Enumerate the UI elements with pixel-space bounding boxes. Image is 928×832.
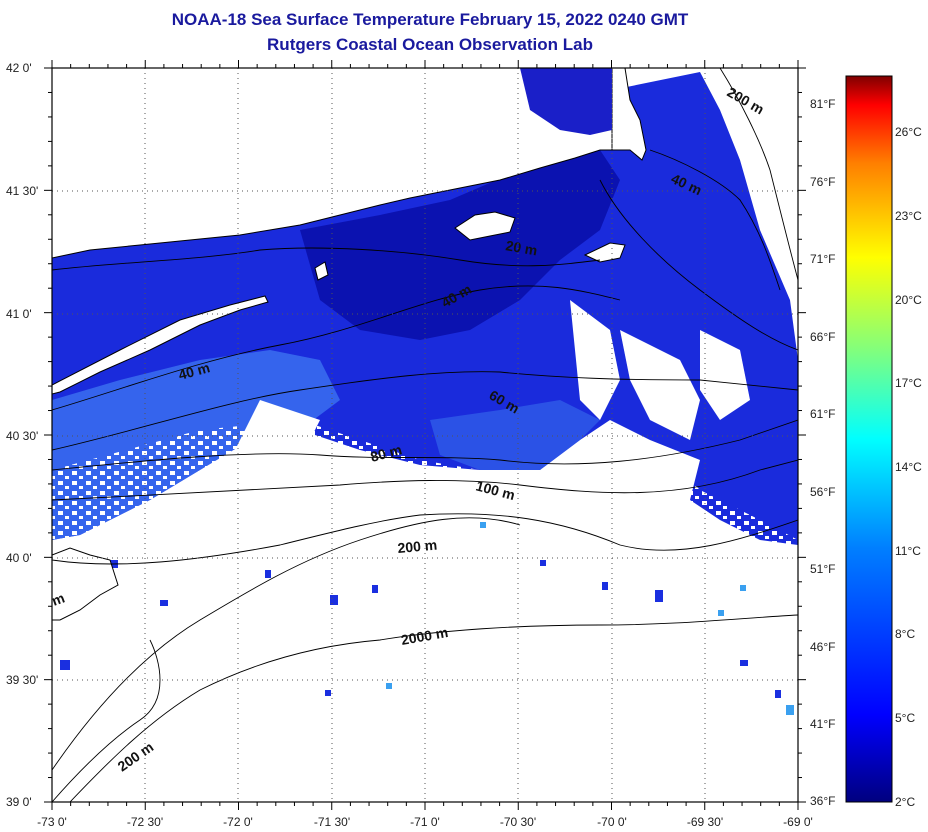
- lat-label: 39 30': [6, 673, 38, 687]
- lon-label: -72 0': [223, 815, 253, 829]
- fahrenheit-label: 61°F: [810, 407, 835, 421]
- lat-label: 40 30': [6, 429, 38, 443]
- celsius-label: 11°C: [895, 544, 921, 558]
- sst-data-warmer: [430, 400, 600, 470]
- cape-cod-bay: [520, 68, 612, 135]
- fahrenheit-label: 56°F: [810, 485, 835, 499]
- contour-label: 80 m: [369, 441, 404, 465]
- celsius-label: 20°C: [895, 293, 922, 307]
- contour-label: 200 m: [397, 537, 438, 556]
- celsius-label: 5°C: [895, 711, 915, 725]
- colorbar: [845, 75, 893, 803]
- cloud-gap: [700, 330, 750, 420]
- fahrenheit-label: 76°F: [810, 175, 835, 189]
- block-island: [314, 261, 329, 281]
- fahrenheit-label: 46°F: [810, 640, 835, 654]
- lon-label: -69 30': [687, 815, 723, 829]
- celsius-label: 2°C: [895, 795, 915, 809]
- lon-label: -70 30': [500, 815, 536, 829]
- map-subtitle: Rutgers Coastal Ocean Observation Lab: [267, 35, 593, 54]
- fahrenheit-label: 66°F: [810, 330, 835, 344]
- lon-label: -72 30': [127, 815, 163, 829]
- fahrenheit-label: 36°F: [810, 794, 835, 808]
- lon-label: -73 0': [37, 815, 67, 829]
- lat-label: 40 0': [6, 551, 32, 565]
- celsius-label: 26°C: [895, 125, 922, 139]
- map-title: NOAA-18 Sea Surface Temperature February…: [171, 10, 689, 29]
- cape-cod: [611, 68, 647, 161]
- celsius-label: 17°C: [895, 376, 922, 390]
- long-island: [52, 295, 269, 395]
- new-jersey-coast: [52, 547, 119, 621]
- sst-data-deep: [300, 150, 620, 340]
- celsius-label: 14°C: [895, 460, 922, 474]
- marthas-vineyard: [454, 211, 516, 241]
- lat-label: 39 0': [6, 795, 32, 809]
- lat-label: 42 0': [6, 61, 32, 75]
- contour-label: 20 m: [504, 237, 538, 258]
- cloud-gap: [620, 330, 700, 440]
- fahrenheit-label: 71°F: [810, 252, 835, 266]
- sst-scatter-pixels-warm: [386, 522, 794, 715]
- fahrenheit-label: 51°F: [810, 562, 835, 576]
- lon-label: -71 30': [314, 815, 350, 829]
- celsius-label: 23°C: [895, 209, 922, 223]
- bathymetry-contours: [52, 68, 798, 802]
- nantucket: [583, 242, 626, 263]
- lon-label: -70 0': [597, 815, 627, 829]
- frame-ticks: [44, 60, 806, 810]
- lat-label: 41 30': [6, 184, 38, 198]
- fahrenheit-label: 81°F: [810, 97, 835, 111]
- fahrenheit-label: 41°F: [810, 717, 835, 731]
- cloud-gap: [230, 400, 320, 480]
- celsius-label: 8°C: [895, 627, 915, 641]
- lat-label: 41 0': [6, 307, 32, 321]
- contour-label: 40 m: [177, 359, 212, 383]
- cloud-gap: [570, 300, 620, 420]
- lon-label: -71 0': [410, 815, 440, 829]
- lon-label: -69 0': [783, 815, 813, 829]
